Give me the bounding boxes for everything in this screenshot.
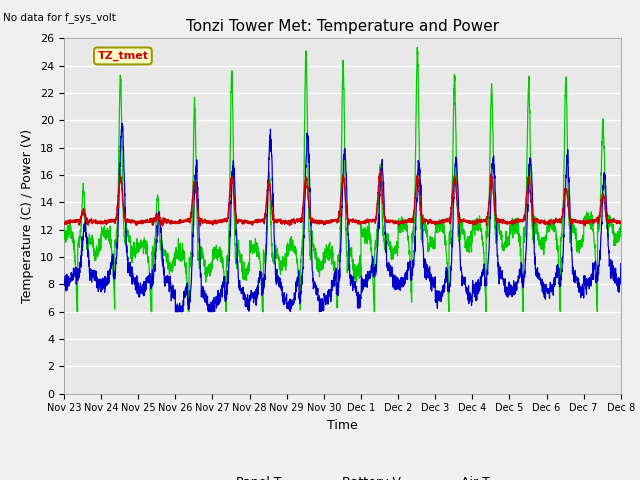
Y-axis label: Temperature (C) / Power (V): Temperature (C) / Power (V) <box>22 129 35 303</box>
Text: No data for f_sys_volt: No data for f_sys_volt <box>3 12 116 23</box>
Text: TZ_tmet: TZ_tmet <box>97 51 148 61</box>
Title: Tonzi Tower Met: Temperature and Power: Tonzi Tower Met: Temperature and Power <box>186 20 499 35</box>
X-axis label: Time: Time <box>327 419 358 432</box>
Legend: Panel T, Battery V, Air T: Panel T, Battery V, Air T <box>190 471 495 480</box>
